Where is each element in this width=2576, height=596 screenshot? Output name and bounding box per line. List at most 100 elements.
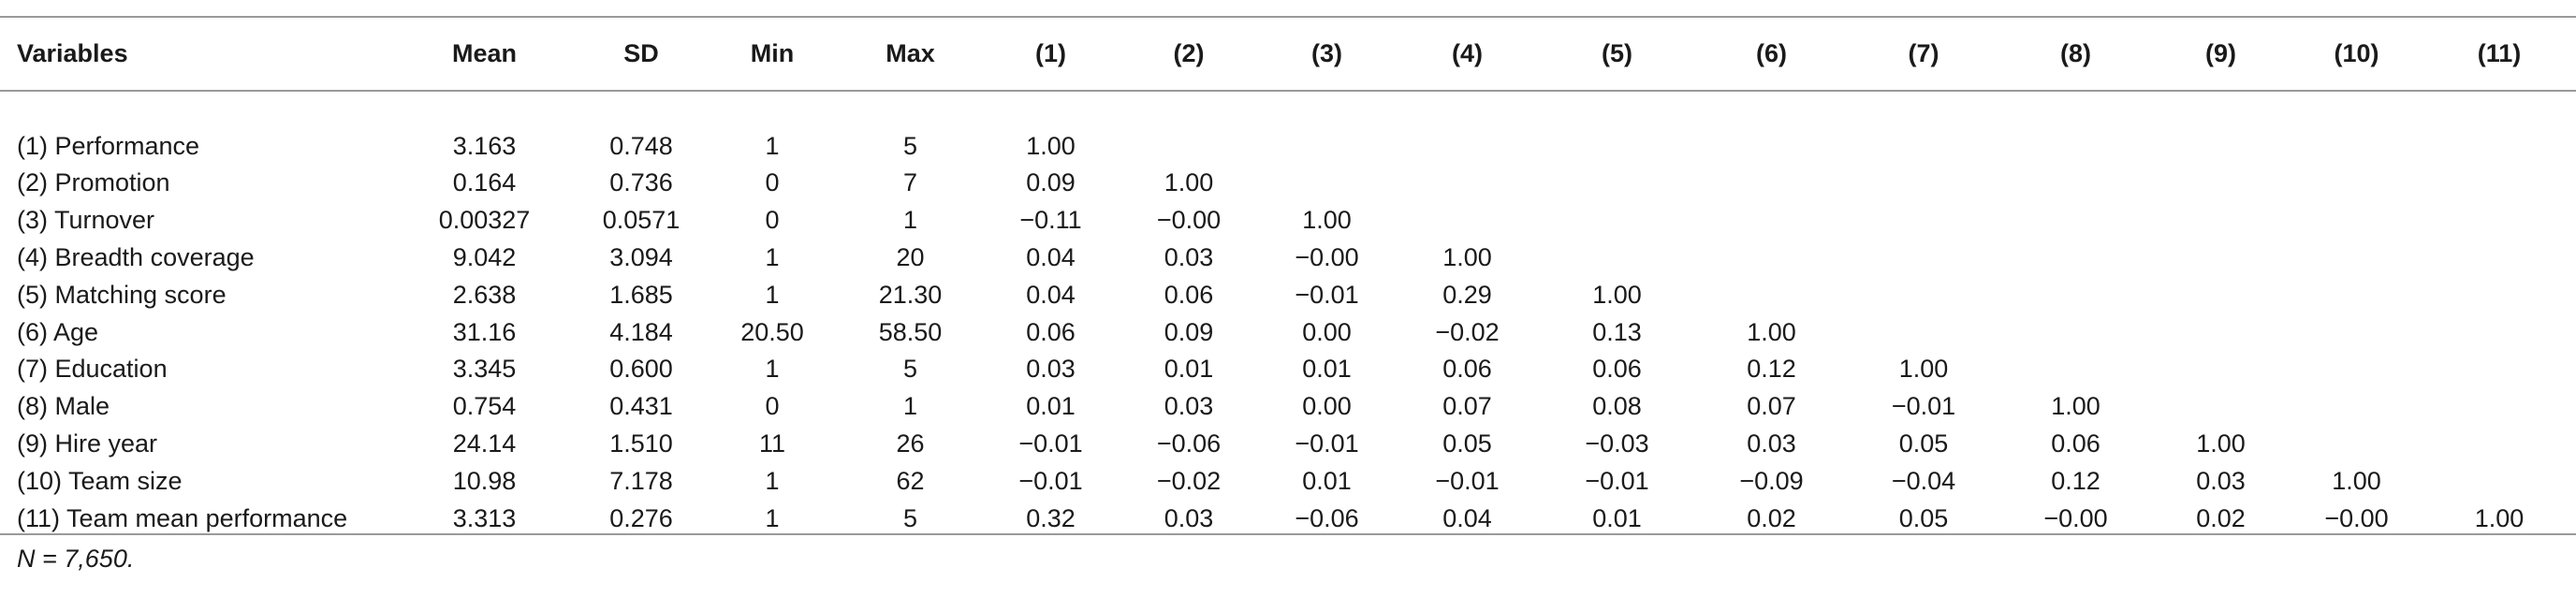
column-header: Mean [451,38,518,67]
table-cell: 10.98 [452,466,517,495]
column-header: (9) [2205,38,2236,67]
column-header: (1) [1035,38,1066,67]
table-cell: 5 [902,131,918,160]
table-cell [1395,107,1540,165]
table-cell [1998,165,2153,202]
table-cell: 0.600 [609,355,673,384]
table-cell [1694,165,1849,202]
table-cell: 1 [765,280,780,309]
table-cell: 0.276 [609,503,673,532]
table-cell: 24.14 [452,429,517,458]
table-cell: −0.01 [1018,429,1083,458]
table-cell [1998,276,2153,313]
table-cell: 0.12 [1747,355,1796,384]
table-cell: 0.03 [2196,466,2246,495]
column-header: Min [750,38,795,67]
column-header: (2) [1173,38,1205,67]
table-cell [2153,165,2289,202]
table-cell: 21.30 [878,280,943,309]
table-cell: 1.685 [609,280,673,309]
table-cell: 5 [902,355,918,384]
table-cell: 1.00 [1898,355,1949,384]
variable-name-cell: (7) Education [17,355,168,384]
table-cell [2424,388,2574,426]
table-cell: 0.09 [1164,317,1214,346]
table-row: (3) Turnover 0.00327 0.0571 0 1 −0.11 −0.00 1.0… [0,202,2574,240]
table-cell: 1.00 [1164,168,1214,197]
table-cell [2153,313,2289,351]
table-cell [1694,202,1849,240]
column-header: (4) [1452,38,1483,67]
table-cell: −0.11 [1019,206,1082,235]
table-cell: 0.06 [1442,355,1492,384]
table-cell: 1.00 [1302,206,1352,235]
variable-name-cell: (4) Breadth coverage [17,242,255,271]
table-cell: 1 [765,466,780,495]
table-cell: 1.00 [1026,131,1076,160]
table-cell: 1 [902,392,918,421]
column-header: (5) [1602,38,1632,67]
table-cell [2289,388,2424,426]
table-cell: −0.09 [1739,466,1804,495]
column-header: (7) [1908,38,1939,67]
table-cell [2424,107,2574,165]
table-cell: 1 [902,206,918,235]
table-cell: 0.04 [1442,503,1492,532]
variable-name-cell: (5) Matching score [17,280,227,309]
table-cell: 0.431 [609,392,673,421]
table-cell: −0.01 [1585,466,1649,495]
column-header: Max [886,38,935,67]
table-cell: 11 [758,429,786,458]
table-cell: 0.05 [1442,429,1492,458]
column-header: (10) [2334,38,2379,67]
table-cell [1540,202,1694,240]
table-cell [2153,276,2289,313]
table-cell [1849,165,1998,202]
table-cell [1849,202,1998,240]
column-header: SD [623,38,659,67]
table-cell: 0.06 [1164,280,1214,309]
table-cell [1849,107,1998,165]
table-cell [1540,107,1694,165]
table-cell [1849,276,1998,313]
variable-name-cell: (10) Team size [17,466,183,495]
variable-name-cell: (2) Promotion [17,168,170,197]
table-cell: 3.163 [452,131,517,160]
table-cell: −0.00 [1295,242,1359,271]
table-cell: 1.00 [2474,503,2525,532]
table-cell [1119,107,1259,165]
table-cell: 3.313 [452,503,517,532]
table-cell: 1.00 [2332,466,2381,495]
table-cell: 0.164 [452,168,517,197]
table-cell [1395,165,1540,202]
table-cell: −0.00 [2043,503,2108,532]
table-cell [2424,462,2574,500]
table-cell [1849,240,1998,277]
variable-name-cell: (1) Performance [17,131,200,160]
table-row: (7) Education 3.345 0.600 1 5 0.03 0.01 0.01 0.0… [0,351,2574,388]
variable-name-cell: (11) Team mean performance [17,503,348,532]
column-header: Variables [17,38,128,67]
table-cell [2153,240,2289,277]
table-cell: 1.00 [1592,280,1642,309]
table-cell: −0.00 [2324,503,2389,532]
table-cell: 1.00 [1747,317,1796,346]
column-header: (11) [2477,38,2522,67]
table-cell: 3.094 [609,242,673,271]
table-cell [2424,165,2574,202]
table-cell: 0.754 [452,392,517,421]
table-cell: −0.06 [1156,429,1222,458]
table-cell: 0.05 [1898,429,1949,458]
table-cell [2153,202,2289,240]
table-cell: 0.29 [1442,280,1492,309]
table-cell [2153,351,2289,388]
table-cell: 0.03 [1164,503,1214,532]
table-cell: 0.01 [1592,503,1642,532]
table-cell: 58.50 [878,317,943,346]
table-cell [1395,202,1540,240]
table-cell [2424,240,2574,277]
table-row: (6) Age 31.16 4.184 20.50 58.50 0.06 0.09 0.00 −… [0,313,2574,351]
variable-name-cell: (6) Age [17,317,99,346]
table-cell: 0.05 [1898,503,1949,532]
table-cell: 1.510 [609,429,673,458]
